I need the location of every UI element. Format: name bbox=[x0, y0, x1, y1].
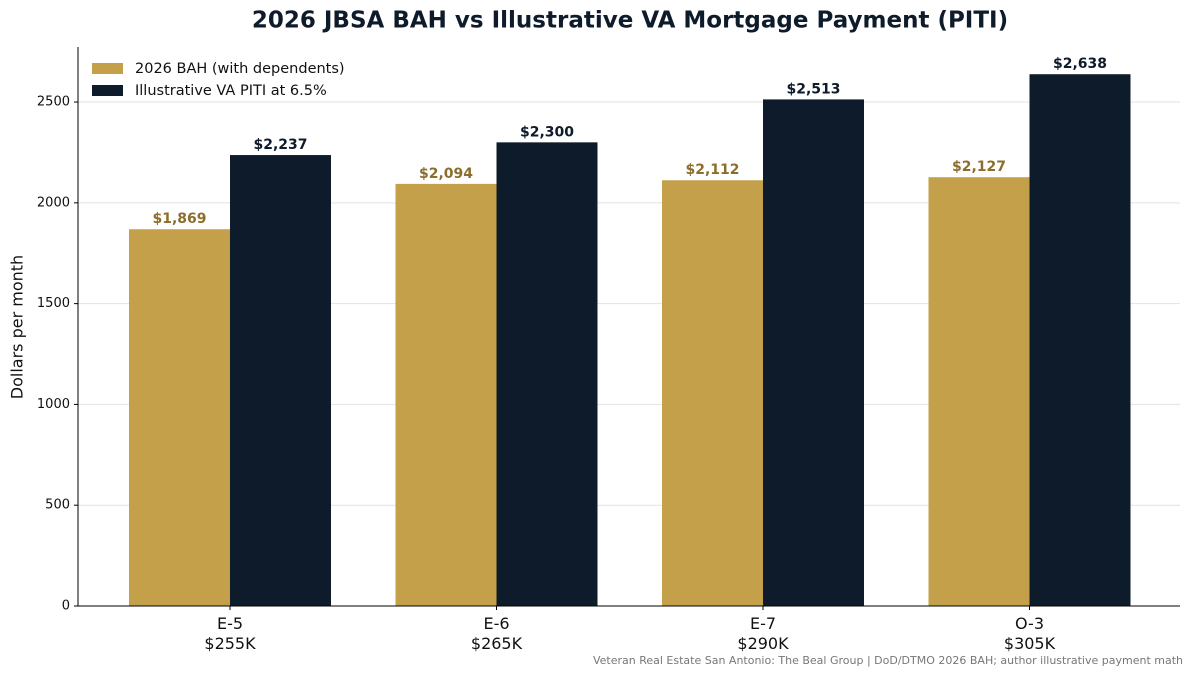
legend-swatch bbox=[92, 85, 123, 96]
bar bbox=[763, 99, 864, 607]
bar bbox=[928, 177, 1030, 606]
value-label: $2,513 bbox=[786, 81, 840, 97]
legend-label: 2026 BAH (with dependents) bbox=[135, 61, 345, 77]
x-tick-label: E-6 $265K bbox=[471, 614, 523, 653]
y-tick-label: 500 bbox=[45, 498, 70, 513]
bar bbox=[496, 142, 598, 606]
value-label: $2,638 bbox=[1053, 56, 1107, 72]
value-label: $2,112 bbox=[685, 162, 739, 178]
value-label: $2,237 bbox=[253, 137, 307, 153]
bar bbox=[1029, 74, 1131, 606]
chart-title: 2026 JBSA BAH vs Illustrative VA Mortgag… bbox=[252, 8, 1008, 34]
value-label: $2,300 bbox=[520, 124, 574, 140]
y-tick-label: 2000 bbox=[37, 195, 70, 210]
bar bbox=[230, 155, 331, 607]
value-label: $1,869 bbox=[152, 211, 206, 227]
x-tick-label: E-7 $290K bbox=[737, 614, 789, 653]
y-axis-label: Dollars per month bbox=[8, 255, 27, 399]
bar bbox=[395, 183, 497, 607]
legend-swatch bbox=[92, 63, 123, 74]
y-tick-label: 1500 bbox=[37, 296, 70, 311]
y-tick-label: 0 bbox=[62, 599, 70, 614]
value-label: $2,127 bbox=[952, 159, 1006, 175]
x-tick-label: E-5 $255K bbox=[204, 614, 256, 653]
bar bbox=[129, 229, 230, 606]
value-label: $2,094 bbox=[419, 166, 473, 182]
source-note: Veteran Real Estate San Antonio: The Bea… bbox=[593, 654, 1183, 667]
y-tick-label: 1000 bbox=[37, 397, 70, 412]
bar bbox=[662, 180, 763, 606]
legend-label: Illustrative VA PITI at 6.5% bbox=[135, 83, 327, 99]
y-tick-label: 2500 bbox=[37, 95, 70, 110]
x-tick-label: O-3 $305K bbox=[1004, 614, 1056, 653]
